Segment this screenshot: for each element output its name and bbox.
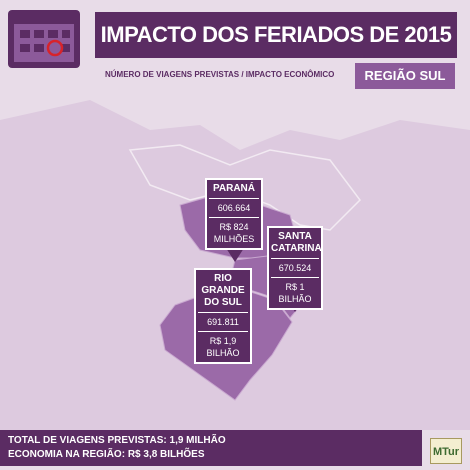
title: IMPACTO DOS FERIADOS DE 2015 (95, 12, 457, 58)
calendar-body (14, 24, 74, 62)
economy: ECONOMIA NA REGIÃO: R$ 3,8 BILHÕES (8, 449, 205, 460)
callout: RIO GRANDE DO SUL 691.811 R$ 1,9 BILHÃO (194, 268, 252, 364)
trips: 691.811 (198, 316, 248, 332)
trips: 606.664 (209, 202, 259, 218)
impact: R$ 1 BILHÃO (278, 282, 312, 304)
state-name: RIO GRANDE DO SUL (198, 273, 248, 313)
state-name: PARANÁ (209, 183, 259, 199)
logo: MTur (430, 438, 462, 464)
calendar-mark (46, 39, 64, 57)
impact: R$ 1,9 BILHÃO (206, 336, 240, 358)
state-borders (128, 144, 361, 231)
footer: TOTAL DE VIAGENS PREVISTAS: 1,9 MILHÃO E… (0, 430, 422, 466)
state-name: SANTA CATARINA (271, 231, 322, 259)
total-trips: TOTAL DE VIAGENS PREVISTAS: 1,9 MILHÃO (8, 435, 226, 446)
calendar-cells (20, 30, 70, 52)
subtitle: NÚMERO DE VIAGENS PREVISTAS / IMPACTO EC… (105, 70, 335, 79)
callout: PARANÁ 606.664 R$ 824 MILHÕES (205, 178, 263, 250)
trips: 670.524 (271, 262, 319, 278)
pointer (226, 248, 244, 262)
region-label: REGIÃO SUL (355, 63, 455, 89)
impact: R$ 824 MILHÕES (213, 222, 255, 244)
callout: SANTA CATARINA 670.524 R$ 1 BILHÃO (267, 226, 323, 310)
